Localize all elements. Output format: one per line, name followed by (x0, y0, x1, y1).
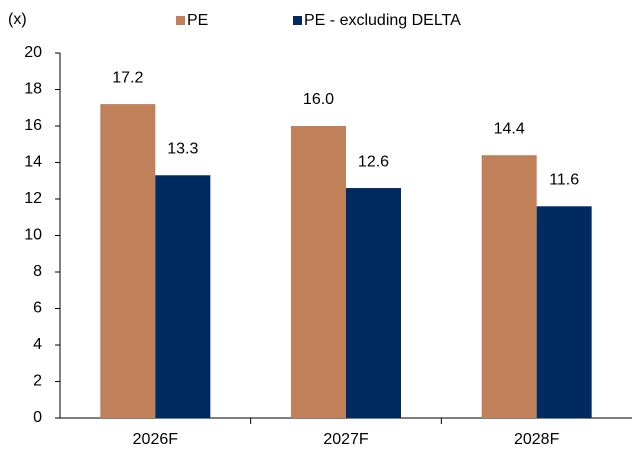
data-label: 17.2 (112, 69, 143, 86)
data-label: 12.6 (358, 153, 389, 170)
bar (155, 175, 211, 418)
y-tick-label: 12 (24, 190, 42, 207)
x-tick-label: 2027F (323, 431, 369, 448)
y-tick-label: 16 (24, 117, 42, 134)
y-tick-label: 14 (24, 154, 42, 171)
legend-label: PE (187, 12, 208, 29)
legend-label: PE - excluding DELTA (304, 12, 461, 29)
data-label: 13.3 (167, 140, 198, 157)
y-tick-label: 0 (33, 409, 42, 426)
bar (481, 155, 537, 418)
bar (100, 104, 156, 418)
y-tick-label: 18 (24, 81, 42, 98)
y-tick-label: 4 (33, 336, 42, 353)
legend-swatch (293, 16, 302, 25)
y-axis-label: (x) (8, 11, 27, 28)
bar (346, 188, 401, 418)
data-label: 16.0 (303, 91, 334, 108)
legend-swatch (176, 16, 185, 25)
bar (536, 206, 592, 418)
x-tick-label: 2026F (133, 431, 179, 448)
y-tick-label: 8 (33, 263, 42, 280)
data-label: 11.6 (549, 172, 579, 189)
x-tick-label: 2028F (514, 431, 560, 448)
y-tick-label: 6 (33, 300, 42, 317)
y-tick-label: 20 (24, 44, 42, 61)
data-label: 14.4 (494, 120, 525, 137)
y-tick-label: 2 (33, 373, 42, 390)
bar (291, 126, 346, 418)
y-tick-label: 10 (24, 227, 42, 244)
